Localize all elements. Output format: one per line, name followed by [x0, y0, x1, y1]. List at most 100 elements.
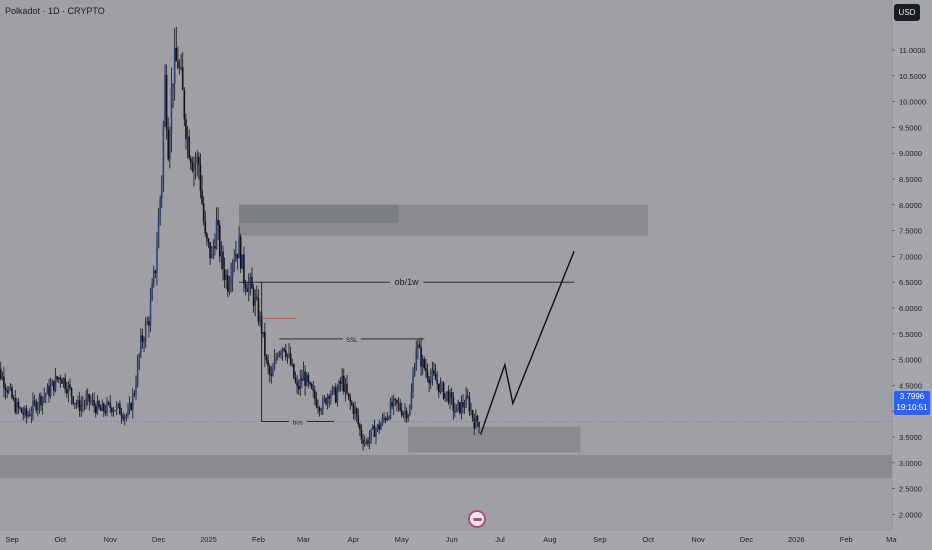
- candle-body: [22, 412, 25, 415]
- candle-body: [0, 368, 2, 379]
- candle-body: [388, 417, 390, 419]
- candle-body: [204, 221, 207, 234]
- candle-body: [326, 396, 329, 405]
- time-axis-label: Ma: [886, 535, 897, 544]
- candle-body: [402, 413, 405, 416]
- candle-body: [138, 354, 141, 363]
- candle-body: [212, 246, 215, 251]
- candle-body: [437, 383, 440, 393]
- candle-body: [404, 411, 406, 414]
- candle-body: [198, 156, 200, 165]
- price-axis-label: 6.0000: [899, 304, 922, 313]
- candle-body: [33, 400, 36, 402]
- candle-body: [122, 416, 124, 420]
- candle-body: [12, 397, 15, 399]
- candle-body: [291, 364, 294, 365]
- candle-body: [455, 404, 458, 413]
- candle-body: [417, 344, 419, 349]
- candle-body: [383, 417, 385, 419]
- price-axis-label: 7.5000: [899, 227, 922, 236]
- candle-body: [457, 402, 459, 405]
- candle-body: [194, 162, 197, 164]
- candle-body: [336, 390, 339, 403]
- candle-body: [202, 203, 205, 222]
- candle-body: [376, 424, 379, 430]
- candle-body: [312, 388, 314, 391]
- candle-body: [293, 364, 295, 378]
- candle-body: [72, 396, 75, 404]
- time-axis-label: Oct: [54, 535, 67, 544]
- candle-body: [80, 404, 83, 411]
- time-axis: [0, 530, 932, 550]
- candle-body: [82, 404, 84, 406]
- candle-body: [267, 360, 269, 367]
- time-axis-label: Feb: [840, 535, 853, 544]
- candle-body: [244, 283, 247, 289]
- time-axis-label: 2026: [788, 535, 805, 544]
- candle-body: [103, 403, 105, 412]
- price-axis-label: 10.5000: [899, 72, 926, 81]
- candle-body: [169, 133, 171, 160]
- time-axis-label: Dec: [152, 535, 166, 544]
- zone-2: [408, 426, 581, 453]
- candle-body: [275, 357, 277, 360]
- candle-body: [115, 405, 118, 411]
- candle-body: [162, 125, 165, 180]
- candle-body: [478, 421, 480, 427]
- candle-body: [35, 401, 37, 411]
- annotation-label-bg: [288, 416, 307, 427]
- candle-body: [207, 238, 210, 243]
- tradingview-flag-icon[interactable]: [468, 510, 486, 528]
- candle-body: [175, 48, 178, 62]
- candle-body: [322, 400, 324, 411]
- candle-body: [471, 410, 474, 419]
- candle-body: [128, 403, 131, 411]
- price-axis-label: 3.5000: [899, 433, 922, 442]
- candle-body: [77, 400, 79, 404]
- candle-body: [177, 61, 179, 68]
- candle-body: [109, 402, 112, 409]
- currency-badge[interactable]: USD: [894, 4, 920, 21]
- candle-body: [251, 276, 253, 289]
- candle-body: [215, 219, 218, 249]
- candle-body: [315, 398, 318, 408]
- candle-body: [164, 74, 166, 126]
- candle-body: [265, 356, 268, 361]
- candle-body: [106, 402, 108, 413]
- candle-body: [104, 411, 107, 413]
- candle-body: [304, 371, 306, 386]
- candle-body: [446, 391, 448, 393]
- candle-body: [246, 288, 248, 292]
- candle-body: [283, 348, 285, 351]
- candle-body: [38, 395, 41, 406]
- candle-body: [1, 376, 4, 379]
- candle-body: [396, 399, 398, 404]
- candle-body: [305, 374, 308, 386]
- candle-body: [67, 384, 70, 394]
- candle-body: [420, 347, 422, 367]
- time-axis-label: Nov: [104, 535, 118, 544]
- candle-body: [317, 407, 319, 408]
- candle-body: [227, 274, 229, 292]
- candle-body: [154, 270, 157, 274]
- candle-body: [30, 413, 33, 416]
- price-axis-label: 9.5000: [899, 123, 922, 132]
- candle-body: [346, 383, 348, 393]
- candle-body: [173, 48, 176, 84]
- candle-body: [41, 397, 44, 406]
- candle-body: [256, 297, 258, 298]
- candle-body: [156, 247, 158, 274]
- candle-body: [375, 429, 377, 437]
- candle-body: [347, 392, 350, 398]
- candle-body: [391, 401, 393, 407]
- candle-body: [278, 352, 281, 356]
- candle-body: [367, 440, 369, 444]
- candle-body: [373, 425, 376, 437]
- candle-body: [222, 251, 224, 269]
- candle-body: [189, 158, 192, 164]
- candle-body: [123, 415, 126, 420]
- price-axis-label: 5.5000: [899, 330, 922, 339]
- candle-body: [152, 270, 155, 285]
